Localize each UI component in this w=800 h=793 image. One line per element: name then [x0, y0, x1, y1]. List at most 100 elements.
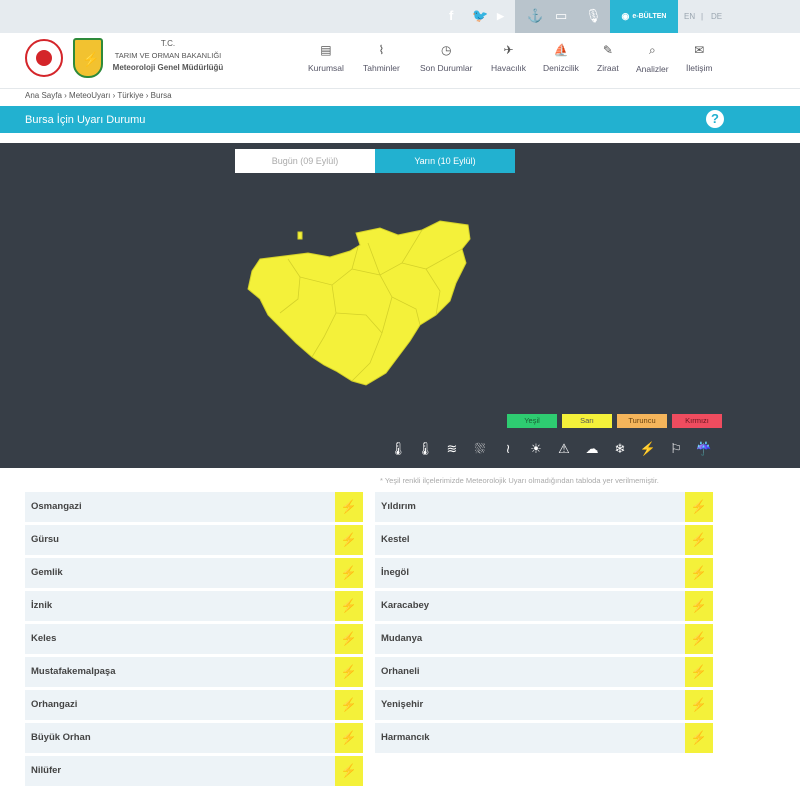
- legend-yesil: Yeşil: [507, 414, 557, 428]
- district-row[interactable]: Yıldırım ⚡: [375, 492, 713, 522]
- district-row[interactable]: Orhangazi ⚡: [25, 690, 363, 720]
- district-name: Gürsu: [31, 534, 59, 545]
- mgm-logo[interactable]: [73, 38, 103, 78]
- org-line-ministry: TARIM VE ORMAN BAKANLIĞI: [114, 51, 222, 60]
- eye-icon: ◉: [621, 11, 630, 21]
- lightning-icon[interactable]: ⚡: [335, 492, 363, 522]
- district-name: Büyük Orhan: [31, 732, 91, 743]
- nav-son-durumlar[interactable]: ◷ Son Durumlar: [420, 43, 472, 73]
- tab-tomorrow[interactable]: Yarın (10 Eylül): [375, 149, 515, 173]
- lightning-icon[interactable]: ⚡: [685, 558, 713, 588]
- district-border: [299, 246, 359, 286]
- district-name: Keles: [31, 633, 57, 644]
- district-row[interactable]: Nilüfer ⚡: [25, 756, 363, 786]
- microphone-icon[interactable]: 🎙: [585, 8, 602, 23]
- bursa-district-map[interactable]: [240, 213, 480, 393]
- rain-icon[interactable]: ⛆: [474, 441, 486, 456]
- district-name: Kestel: [381, 534, 410, 545]
- district-name: İnegöl: [381, 567, 409, 578]
- fog-icon[interactable]: ≋: [446, 441, 458, 456]
- dust-icon[interactable]: ☁: [585, 441, 599, 456]
- avalanche-icon[interactable]: ⚠: [558, 441, 570, 456]
- district-row[interactable]: Osmangazi ⚡: [25, 492, 363, 522]
- district-row[interactable]: Mudanya ⚡: [375, 624, 713, 654]
- nav-havacilik[interactable]: ✈ Havacılık: [491, 43, 526, 73]
- lang-en-link[interactable]: EN: [684, 12, 696, 21]
- lightning-icon[interactable]: ⚡: [335, 591, 363, 621]
- breadcrumb[interactable]: Ana Sayfa › MeteoUyarı › Türkiye › Bursa: [25, 91, 172, 100]
- clock-icon: ◷: [440, 43, 452, 57]
- org-line-tc: T.C.: [160, 39, 176, 48]
- district-row[interactable]: İznik ⚡: [25, 591, 363, 621]
- youtube-icon[interactable]: ▶: [497, 11, 504, 21]
- district-name: Orhaneli: [381, 666, 420, 677]
- district-row[interactable]: Mustafakemalpaşa ⚡: [25, 657, 363, 687]
- district-row[interactable]: Büyük Orhan ⚡: [25, 723, 363, 753]
- district-row[interactable]: İnegöl ⚡: [375, 558, 713, 588]
- storm-icon[interactable]: ☔: [695, 441, 713, 456]
- district-row[interactable]: Harmancık ⚡: [375, 723, 713, 753]
- snowflake-icon[interactable]: ❄: [614, 441, 626, 456]
- plane-icon: ✈: [503, 43, 514, 57]
- district-row[interactable]: Kestel ⚡: [375, 525, 713, 555]
- page-title: Bursa İçin Uyarı Durumu: [25, 114, 146, 126]
- lightning-icon[interactable]: ⚡: [335, 525, 363, 555]
- magnifier-icon: ⌕: [648, 43, 656, 57]
- island-shape: [297, 231, 303, 240]
- district-row[interactable]: Gürsu ⚡: [25, 525, 363, 555]
- help-icon[interactable]: ?: [706, 110, 724, 128]
- leaf-icon: ✎: [602, 43, 613, 57]
- tab-today[interactable]: Bugün (09 Eylül): [235, 149, 375, 173]
- ministry-logo[interactable]: [25, 39, 63, 77]
- lightning-icon[interactable]: ⚡: [685, 492, 713, 522]
- legend-sari: Sarı: [562, 414, 612, 428]
- lightning-icon[interactable]: ⚡: [685, 723, 713, 753]
- district-row[interactable]: Gemlik ⚡: [25, 558, 363, 588]
- tv-icon[interactable]: ▭: [555, 8, 568, 23]
- hot-temperature-icon[interactable]: 🌡: [416, 441, 434, 456]
- nav-denizcilik[interactable]: ⛵ Denizcilik: [543, 43, 579, 73]
- nav-kurumsal[interactable]: ▤ Kurumsal: [308, 43, 344, 73]
- flag-icon[interactable]: ⚐: [670, 441, 682, 456]
- nav-iletisim[interactable]: ✉ İletişim: [686, 43, 712, 73]
- anchor-icon[interactable]: ⚓: [527, 8, 544, 23]
- lightning-icon[interactable]: ⚡: [685, 525, 713, 555]
- nav-tahminler[interactable]: ⌇ Tahminler: [363, 43, 400, 73]
- ebulten-button[interactable]: ◉ e-BÜLTEN: [610, 0, 678, 33]
- wind-icon[interactable]: ≀: [505, 441, 511, 456]
- lightning-icon[interactable]: ⚡: [685, 690, 713, 720]
- lightning-icon[interactable]: ⚡: [685, 624, 713, 654]
- district-row[interactable]: Yenişehir ⚡: [375, 690, 713, 720]
- lightning-icon[interactable]: ⚡: [335, 624, 363, 654]
- lang-de-link[interactable]: DE: [711, 12, 723, 21]
- site-header: T.C. TARIM VE ORMAN BAKANLIĞI Meteoroloj…: [0, 33, 800, 89]
- lightning-icon[interactable]: ⚡: [335, 558, 363, 588]
- lightning-icon[interactable]: ⚡: [335, 657, 363, 687]
- nav-label: Analizler: [636, 64, 669, 74]
- lightning-icon[interactable]: ⚡: [335, 723, 363, 753]
- district-row[interactable]: Karacabey ⚡: [375, 591, 713, 621]
- lightning-icon[interactable]: ⚡: [335, 690, 363, 720]
- cold-temperature-icon[interactable]: 🌡: [389, 441, 407, 456]
- graph-icon: ⌇: [378, 43, 385, 57]
- lightning-icon[interactable]: ⚡: [685, 591, 713, 621]
- district-row[interactable]: Orhaneli ⚡: [375, 657, 713, 687]
- nav-label: İletişim: [686, 63, 713, 73]
- legend-turuncu: Turuncu: [617, 414, 667, 428]
- facebook-icon[interactable]: f: [449, 8, 454, 23]
- district-name: Harmancık: [381, 732, 430, 743]
- lightning-icon[interactable]: ⚡: [335, 756, 363, 786]
- district-name: Orhangazi: [31, 699, 78, 710]
- district-name: Karacabey: [381, 600, 430, 611]
- twitter-icon[interactable]: 🐦: [472, 8, 489, 23]
- district-row[interactable]: Keles ⚡: [25, 624, 363, 654]
- org-line-mgm: Meteoroloji Genel Müdürlüğü: [112, 63, 224, 72]
- sun-icon[interactable]: ☀: [530, 441, 542, 456]
- province-shape[interactable]: [247, 220, 471, 386]
- lightning-icon[interactable]: ⚡: [639, 441, 657, 456]
- nav-analizler[interactable]: ⌕ Analizler: [636, 43, 669, 74]
- nav-ziraat[interactable]: ✎ Ziraat: [597, 43, 619, 73]
- ebulten-label: e-BÜLTEN: [632, 13, 667, 20]
- lightning-icon[interactable]: ⚡: [685, 657, 713, 687]
- nav-label: Kurumsal: [308, 63, 344, 73]
